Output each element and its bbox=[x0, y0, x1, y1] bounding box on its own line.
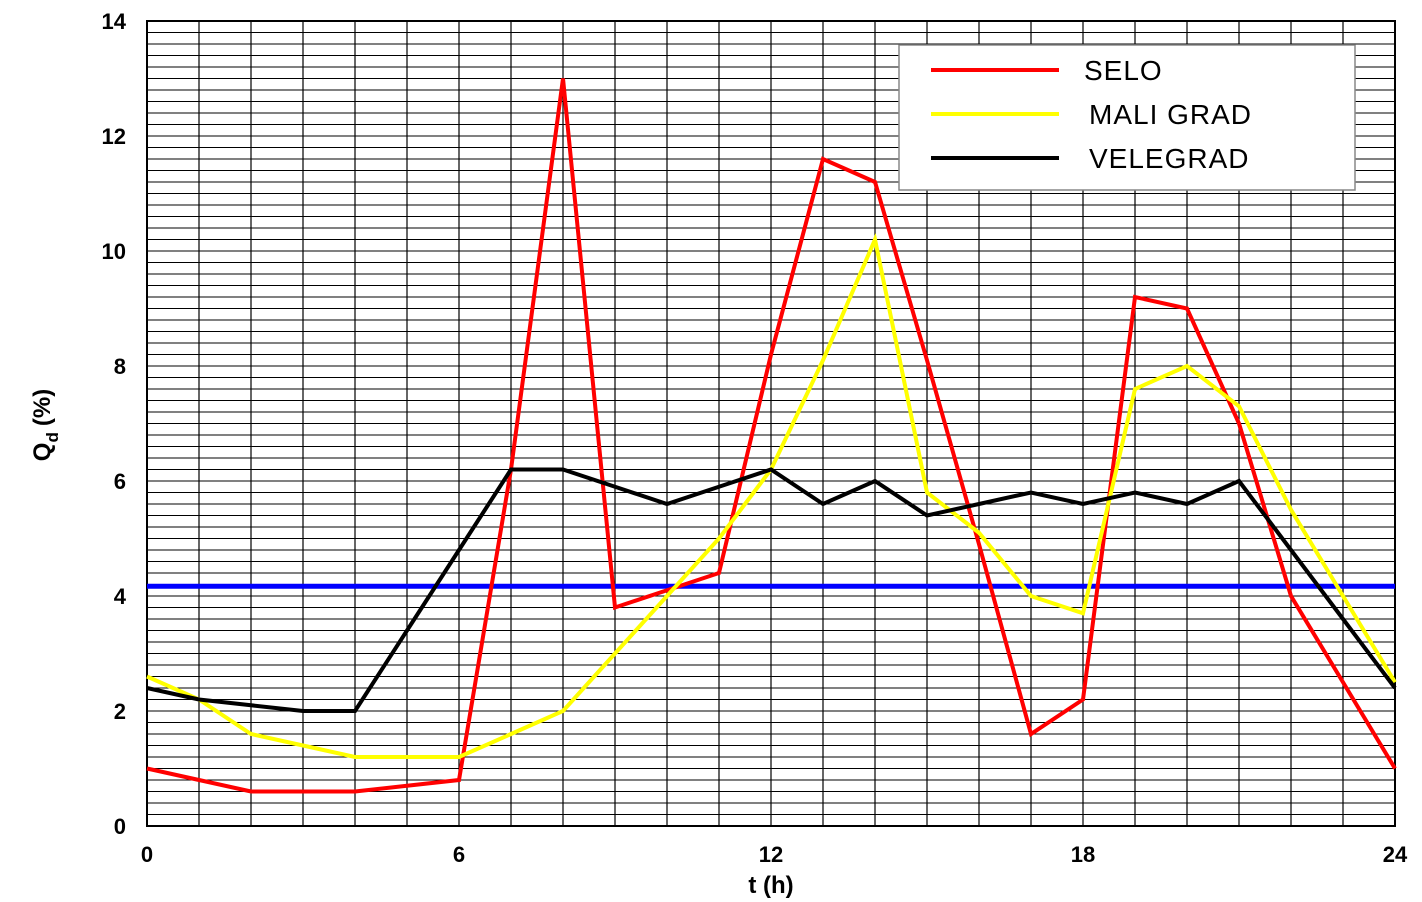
y-tick-label: 0 bbox=[114, 814, 126, 839]
legend-label: VELEGRAD bbox=[1089, 143, 1250, 174]
x-tick-label: 24 bbox=[1383, 842, 1408, 867]
x-tick-label: 18 bbox=[1071, 842, 1095, 867]
legend-label: SELO bbox=[1084, 55, 1163, 86]
y-tick-labels: 0 2 4 6 8 10 12 14 bbox=[102, 9, 127, 839]
y-tick-label: 10 bbox=[102, 239, 126, 264]
series-line-selo bbox=[146, 78, 1397, 794]
plot-frame bbox=[146, 20, 1396, 827]
y-axis-label-subscript: d bbox=[43, 432, 62, 442]
y-tick-label: 2 bbox=[114, 699, 126, 724]
y-tick-label: 8 bbox=[114, 354, 126, 379]
y-tick-label: 6 bbox=[114, 469, 126, 494]
x-axis-label: t (h) bbox=[748, 872, 793, 899]
x-tick-label: 12 bbox=[759, 842, 783, 867]
y-tick-label: 14 bbox=[102, 9, 127, 34]
legend-label: MALI GRAD bbox=[1089, 99, 1252, 130]
series-line-velegrad bbox=[146, 467, 1397, 713]
series-lines bbox=[146, 78, 1397, 794]
y-axis-label-symbol: Q bbox=[29, 443, 56, 462]
y-axis-label-unit: (%) bbox=[29, 389, 56, 426]
y-axis-label: Qd (%) bbox=[29, 389, 62, 461]
legend: SELO MALI GRAD VELEGRAD bbox=[898, 44, 1356, 191]
y-tick-label: 4 bbox=[114, 584, 127, 609]
x-tick-label: 0 bbox=[141, 842, 153, 867]
svg-text:Qd(%): Qd (%) bbox=[29, 389, 62, 461]
y-tick-label: 12 bbox=[102, 124, 126, 149]
x-tick-label: 6 bbox=[453, 842, 465, 867]
x-tick-labels: 0 6 12 18 24 bbox=[141, 842, 1408, 867]
